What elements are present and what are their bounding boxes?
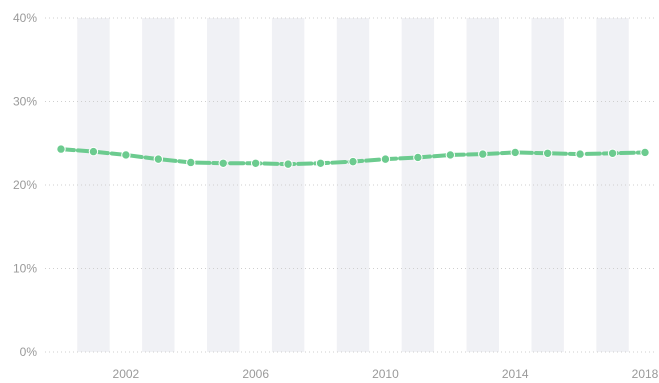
x-tick-label: 2006 — [242, 367, 269, 381]
data-point[interactable] — [542, 148, 553, 158]
data-point[interactable] — [250, 158, 261, 168]
y-tick-label: 20% — [13, 178, 37, 192]
x-axis-ticks: 2002 2006 2010 2014 2018 — [113, 367, 659, 381]
year-band — [466, 18, 499, 352]
y-axis-ticks: 0% 10% 20% 30% 40% — [13, 11, 37, 359]
data-point[interactable] — [640, 147, 650, 158]
data-point[interactable] — [153, 154, 164, 164]
data-point[interactable] — [478, 149, 488, 159]
data-point[interactable] — [283, 159, 293, 169]
data-point[interactable] — [218, 158, 228, 168]
y-tick-label: 0% — [20, 345, 38, 359]
y-tick-label: 10% — [13, 262, 37, 276]
year-band — [271, 18, 305, 352]
data-point[interactable] — [121, 150, 131, 160]
year-band — [207, 18, 240, 352]
data-point[interactable] — [413, 152, 423, 163]
data-point[interactable] — [56, 144, 66, 154]
year-band — [531, 18, 564, 352]
data-point[interactable] — [510, 147, 520, 158]
x-tick-label: 2002 — [113, 367, 140, 381]
gridlines — [45, 17, 655, 353]
data-point[interactable] — [380, 154, 391, 164]
y-tick-label: 30% — [13, 95, 37, 109]
data-point[interactable] — [88, 146, 99, 157]
x-tick-label: 2014 — [502, 367, 529, 381]
data-point[interactable] — [445, 150, 456, 160]
series-group — [56, 144, 650, 169]
data-point[interactable] — [575, 149, 585, 159]
x-tick-label: 2010 — [372, 367, 399, 381]
data-point[interactable] — [348, 156, 358, 167]
data-point[interactable] — [315, 158, 326, 168]
data-point[interactable] — [607, 148, 618, 158]
data-point[interactable] — [186, 157, 196, 168]
x-tick-label: 2018 — [632, 367, 659, 381]
y-tick-label: 40% — [13, 11, 37, 25]
